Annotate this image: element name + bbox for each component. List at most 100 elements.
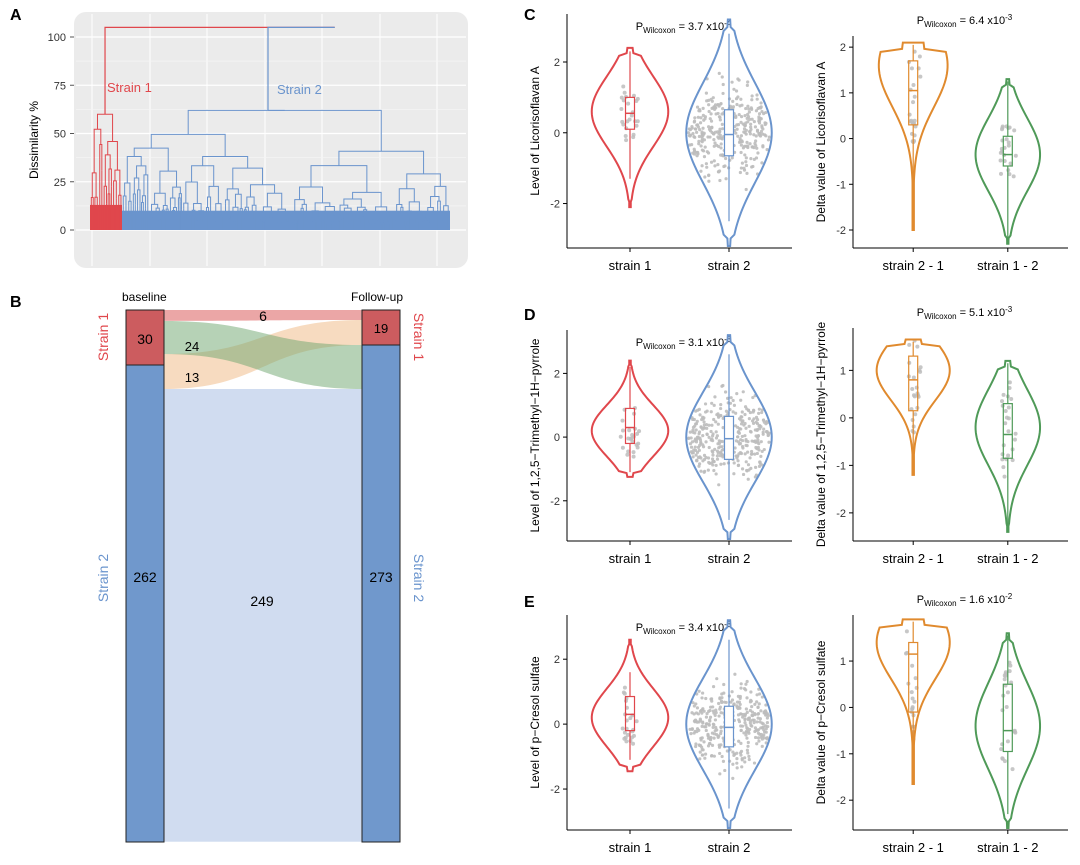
x-tick-label: strain 2 xyxy=(708,840,751,855)
violin-point xyxy=(718,178,722,183)
y-tick-label: 1 xyxy=(840,656,846,668)
violin-point xyxy=(696,455,701,460)
violin-point xyxy=(693,150,697,154)
violin-point xyxy=(692,119,697,123)
violin-point xyxy=(699,456,703,460)
violin-point xyxy=(691,451,695,455)
violin-point xyxy=(699,116,703,120)
violin-point xyxy=(761,430,765,434)
violin-point xyxy=(695,459,699,463)
dendrogram-branch xyxy=(128,200,132,213)
violin-point xyxy=(692,134,696,139)
violin-point xyxy=(695,730,699,734)
violin-point xyxy=(756,445,760,450)
violin-point xyxy=(724,409,729,413)
violin-point xyxy=(1006,405,1011,410)
violin-strain-1-2 xyxy=(974,359,1042,533)
violin-chart-c-right: -2 -1 0 1 2 Delta value of Licorisoflavan A PW… xyxy=(814,13,1068,273)
violin-point xyxy=(707,742,712,746)
stratum-baseline-strain-1 xyxy=(125,309,165,366)
violin-point xyxy=(747,417,751,421)
violin-point xyxy=(692,417,696,422)
y-tick-label: -1 xyxy=(836,460,846,472)
violin-point xyxy=(635,445,640,450)
violin-point xyxy=(755,97,759,101)
violin-point xyxy=(701,106,705,111)
alluvial-stratums xyxy=(125,309,401,843)
violin-point xyxy=(746,120,750,124)
y-axis-label: Delta value of Licorisoflavan A xyxy=(814,62,828,223)
violin-point xyxy=(704,91,708,95)
violin-point xyxy=(713,141,717,145)
violin-point xyxy=(707,173,711,178)
dendrogram-branch xyxy=(141,202,144,213)
dendrogram-branch xyxy=(446,215,450,218)
dendrogram-branch xyxy=(274,219,278,223)
violin-point xyxy=(746,115,751,119)
violin-point xyxy=(740,467,745,471)
violin-point xyxy=(739,97,743,101)
dendrogram-y-tick-label: 50 xyxy=(54,129,66,141)
violin-strain-1 xyxy=(590,359,670,478)
box xyxy=(723,415,735,460)
violin-point xyxy=(757,702,761,706)
violin-point xyxy=(706,151,711,155)
violin-point xyxy=(731,99,735,103)
violin-point xyxy=(690,125,694,129)
violin-point xyxy=(703,145,707,149)
violin-point xyxy=(759,425,763,429)
violin-point xyxy=(717,745,722,749)
violin-point xyxy=(909,407,914,412)
violin-point xyxy=(745,748,749,752)
dendrogram-y-tick-label: 100 xyxy=(48,32,66,44)
dendrogram-branch xyxy=(154,192,166,206)
violin-point xyxy=(755,693,759,697)
violin-point xyxy=(760,410,764,415)
dendrogram-branch xyxy=(103,185,107,204)
violin-point xyxy=(743,153,747,157)
dendrogram-branch xyxy=(442,212,446,221)
p-value-label: PWilcoxon = 5.1 x10-3 xyxy=(917,305,1013,321)
box xyxy=(908,641,919,713)
violin-point xyxy=(746,104,750,108)
violin-point xyxy=(694,711,699,715)
box xyxy=(723,109,735,157)
violin-point xyxy=(751,164,755,169)
x-tick-label: strain 2 xyxy=(708,258,751,273)
violin-point xyxy=(703,402,708,406)
violin-point xyxy=(688,442,693,446)
dendrogram-branch xyxy=(300,207,304,218)
violin-point xyxy=(744,688,748,692)
violin-point xyxy=(749,125,753,129)
dendrogram-branch xyxy=(107,140,118,171)
violin-point xyxy=(700,724,704,728)
dendrogram-branch xyxy=(133,147,169,172)
violin-point xyxy=(688,430,692,434)
violin-point xyxy=(731,750,735,754)
violin-point xyxy=(711,463,715,467)
violin-point xyxy=(737,427,742,431)
violin-point xyxy=(691,701,695,705)
violin-point xyxy=(720,112,724,116)
violin-point xyxy=(719,699,724,703)
p-value-label: PWilcoxon = 3.4 x10-3 xyxy=(636,620,732,636)
violin-point xyxy=(731,398,735,403)
violin-point xyxy=(702,470,706,474)
violin-point xyxy=(715,457,720,461)
violin-point xyxy=(909,66,914,71)
violin-point xyxy=(635,96,640,101)
violin-point xyxy=(741,715,745,719)
violin-point xyxy=(748,456,752,460)
violin-point xyxy=(918,74,923,79)
violin-point xyxy=(765,716,769,720)
violin-point xyxy=(703,410,708,414)
violin-point xyxy=(911,430,916,435)
violin-point xyxy=(732,753,736,757)
violin-point xyxy=(745,171,749,175)
violin-point xyxy=(718,445,722,449)
violin-point xyxy=(712,138,716,142)
violin-point xyxy=(631,454,636,459)
p-value-label: PWilcoxon = 1.6 x10-2 xyxy=(917,592,1013,608)
violin-point xyxy=(720,754,724,759)
panel-letter-c: C xyxy=(524,7,536,24)
